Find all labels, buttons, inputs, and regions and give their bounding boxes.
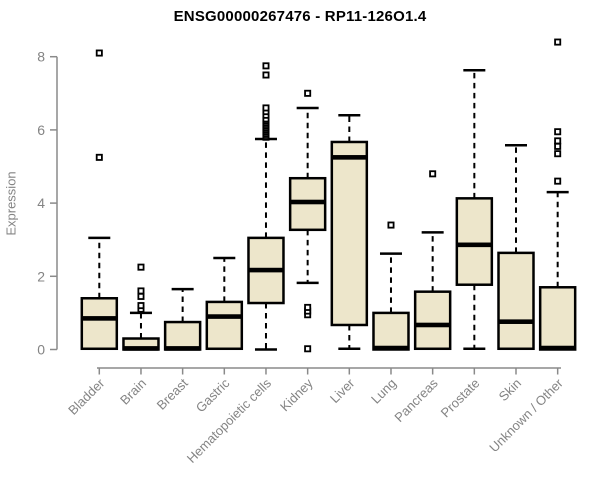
median-gastric (206, 314, 242, 319)
median-liver (331, 155, 367, 160)
outlier-unknown-other (554, 150, 562, 158)
x-tick-label-bladder: Bladder (65, 375, 108, 418)
box-lung (372, 311, 410, 351)
y-tick-label: 2 (37, 268, 45, 284)
median-unknown-other (540, 345, 576, 351)
box-gastric (205, 300, 244, 351)
y-tick-label: 4 (37, 195, 45, 211)
outlier-unknown-other (554, 38, 562, 46)
median-brain (123, 346, 159, 351)
x-tick-label-gastric: Gastric (193, 375, 233, 415)
outlier-kidney (304, 345, 312, 353)
x-tick-label-kidney: Kidney (277, 375, 316, 414)
y-tick-label: 0 (37, 342, 45, 358)
box-bladder (80, 297, 119, 351)
outlier-bladder (95, 49, 103, 57)
outlier-hematopoietic-cells (262, 104, 270, 112)
box-skin (497, 251, 535, 351)
x-tick-label-pancreas: Pancreas (391, 375, 441, 425)
outlier-unknown-other (554, 142, 562, 150)
outlier-unknown-other (554, 177, 562, 185)
y-tick-label: 8 (37, 49, 45, 65)
x-tick-label-brain: Brain (117, 376, 149, 408)
box-unknown-other (538, 286, 577, 351)
outlier-kidney (304, 303, 312, 311)
outlier-pancreas (429, 170, 437, 178)
outlier-bladder (95, 153, 103, 161)
outlier-brain (137, 292, 145, 300)
outlier-unknown-other (554, 137, 562, 145)
outlier-brain (137, 287, 145, 295)
box-breast (163, 320, 202, 351)
y-tick-label: 6 (37, 122, 45, 138)
x-tick-label-lung: Lung (368, 376, 399, 407)
median-prostate (456, 242, 492, 248)
median-skin (498, 319, 534, 324)
x-tick-label-breast: Breast (154, 375, 191, 412)
outlier-unknown-other (554, 128, 562, 136)
box-pancreas (413, 290, 452, 351)
median-breast (165, 346, 201, 351)
outlier-brain (137, 302, 145, 310)
outlier-kidney (304, 89, 312, 97)
box-prostate (455, 197, 494, 286)
median-kidney (290, 199, 326, 205)
median-pancreas (415, 322, 451, 328)
x-tick-label-prostate: Prostate (438, 376, 483, 421)
box-liver (330, 140, 369, 327)
x-tick-label-unknown-other: Unknown / Other (486, 375, 566, 455)
x-tick-label-skin: Skin (496, 376, 524, 404)
x-tick-label-liver: Liver (327, 375, 358, 406)
outlier-brain (137, 263, 145, 271)
outlier-lung (387, 221, 395, 229)
median-lung (373, 345, 409, 351)
median-hematopoietic-cells (248, 267, 284, 273)
outlier-hematopoietic-cells (262, 71, 270, 79)
chart-title: ENSG00000267476 - RP11-126O1.4 (173, 8, 427, 25)
outlier-hematopoietic-cells (262, 62, 270, 70)
median-bladder (81, 316, 117, 321)
